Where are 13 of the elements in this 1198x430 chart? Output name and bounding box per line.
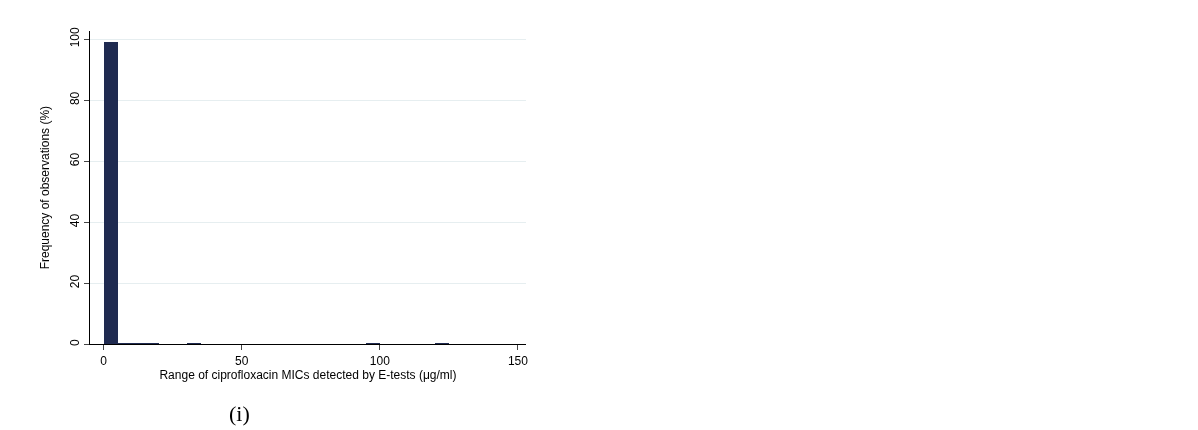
x-tick-label: 0 [100, 353, 108, 368]
x-tick-label: 100 [369, 353, 391, 368]
y-tick-label: 80 [67, 91, 82, 106]
text: (i) [229, 401, 250, 426]
y-axis-title: Frequency of observations (%) [38, 105, 53, 270]
x-tick-label: 150 [507, 353, 529, 368]
y-tick-label: 20 [67, 274, 82, 289]
y-tick-label: 100 [67, 27, 82, 48]
y-tick-label: 40 [67, 213, 82, 228]
x-axis-title: Range of ciprofloxacin MICs detected by E-tests (μg/ml) [159, 367, 457, 382]
y-tick-label: 0 [67, 338, 82, 346]
y-tick-label: 60 [67, 152, 82, 167]
x-tick-label: 50 [234, 353, 249, 368]
